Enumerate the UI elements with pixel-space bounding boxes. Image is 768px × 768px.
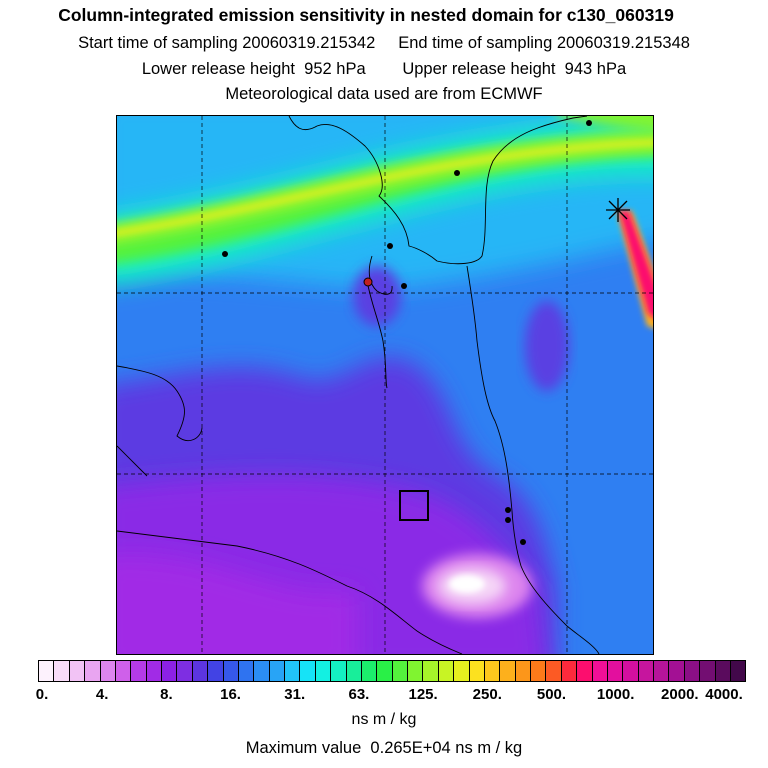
target-region-box bbox=[399, 490, 429, 521]
colorbar-tick-label: 4000. bbox=[705, 686, 743, 703]
colorbar-segment bbox=[361, 661, 378, 681]
sensitivity-field bbox=[117, 116, 653, 654]
colorbar-tick-label: 0. bbox=[35, 686, 49, 703]
colorbar-tick-label: 4. bbox=[95, 686, 109, 703]
colorbar-segment bbox=[392, 661, 408, 681]
colorbar-tick-label: 63. bbox=[348, 686, 370, 703]
colorbar-segment bbox=[577, 661, 593, 681]
release-location-star bbox=[606, 198, 630, 222]
station-marker bbox=[401, 283, 407, 289]
colorbar-segment bbox=[115, 661, 132, 681]
colorbar-segment bbox=[408, 661, 424, 681]
colorbar-segment bbox=[654, 661, 670, 681]
station-marker bbox=[505, 517, 511, 523]
colorbar-segment bbox=[223, 661, 239, 681]
colorbar-segment bbox=[515, 661, 531, 681]
colorbar-segment bbox=[730, 661, 746, 681]
colorbar-segment bbox=[177, 661, 193, 681]
colorbar bbox=[38, 660, 746, 682]
colorbar-segment bbox=[484, 661, 501, 681]
colorbar-tick-label: 8. bbox=[160, 686, 173, 703]
colorbar-tick-label: 1000. bbox=[596, 686, 635, 703]
station-marker bbox=[520, 539, 526, 545]
colorbar-segment bbox=[607, 661, 624, 681]
colorbar-segment bbox=[254, 661, 270, 681]
station-markers bbox=[222, 120, 592, 545]
station-marker-red bbox=[363, 277, 373, 287]
colorbar-segment bbox=[192, 661, 209, 681]
colorbar-segment bbox=[469, 661, 485, 681]
colorbar-segment bbox=[423, 661, 439, 681]
colorbar-tick-label: 250. bbox=[472, 686, 502, 703]
colorbar-tick-label: 125. bbox=[408, 686, 438, 703]
graticule bbox=[117, 116, 653, 654]
met-data-line: Meteorological data used are from ECMWF bbox=[225, 85, 543, 103]
colorbar-segment bbox=[331, 661, 347, 681]
colorbar-segment bbox=[623, 661, 639, 681]
colorbar-segment bbox=[377, 661, 393, 681]
colorbar-segment bbox=[269, 661, 285, 681]
station-marker bbox=[454, 170, 460, 176]
colorbar-segment bbox=[500, 661, 516, 681]
colorbar-segment bbox=[592, 661, 608, 681]
colorbar-segment bbox=[85, 661, 101, 681]
colorbar-segment bbox=[684, 661, 701, 681]
colorbar-segment bbox=[531, 661, 547, 681]
colorbar-tick-label: 500. bbox=[536, 686, 567, 703]
colorbar-segment bbox=[638, 661, 654, 681]
station-marker bbox=[387, 243, 393, 249]
station-marker bbox=[505, 507, 511, 513]
colorbar-segment bbox=[238, 661, 255, 681]
release-heights-line: Lower release height 952 hPa Upper relea… bbox=[141, 60, 627, 78]
colorbar-tick-label: 16. bbox=[220, 686, 241, 703]
colorbar-segment bbox=[546, 661, 562, 681]
colorbar-segment bbox=[54, 661, 70, 681]
colorbar-unit-label: ns m / kg bbox=[351, 711, 417, 728]
colorbar-segment bbox=[162, 661, 178, 681]
colorbar-segment bbox=[131, 661, 147, 681]
colorbar-segment bbox=[438, 661, 455, 681]
colorbar-segment bbox=[561, 661, 578, 681]
colorbar-segment bbox=[315, 661, 332, 681]
colorbar-segment bbox=[39, 661, 55, 681]
station-marker bbox=[586, 120, 592, 126]
colorbar-tick-label: 2000. bbox=[661, 686, 699, 703]
colorbar-segment bbox=[208, 661, 224, 681]
colorbar-tick-label: 31. bbox=[284, 686, 306, 703]
map-panel bbox=[116, 115, 654, 655]
maximum-value-label: Maximum value 0.265E+04 ns m / kg bbox=[245, 739, 523, 757]
station-marker bbox=[222, 251, 228, 257]
colorbar-segment bbox=[285, 661, 301, 681]
colorbar-segment bbox=[69, 661, 86, 681]
colorbar-segment bbox=[146, 661, 162, 681]
colorbar-segment bbox=[454, 661, 470, 681]
sampling-times-line: Start time of sampling 20060319.215342 E… bbox=[78, 34, 690, 52]
colorbar-segment bbox=[100, 661, 116, 681]
colorbar-segment bbox=[715, 661, 731, 681]
coastlines bbox=[117, 116, 600, 654]
colorbar-segment bbox=[300, 661, 316, 681]
colorbar-segment bbox=[669, 661, 685, 681]
sensitivity-field-map bbox=[117, 116, 653, 654]
colorbar-segment bbox=[346, 661, 362, 681]
colorbar-segment bbox=[700, 661, 716, 681]
map-title: Column-integrated emission sensitivity i… bbox=[58, 5, 674, 25]
